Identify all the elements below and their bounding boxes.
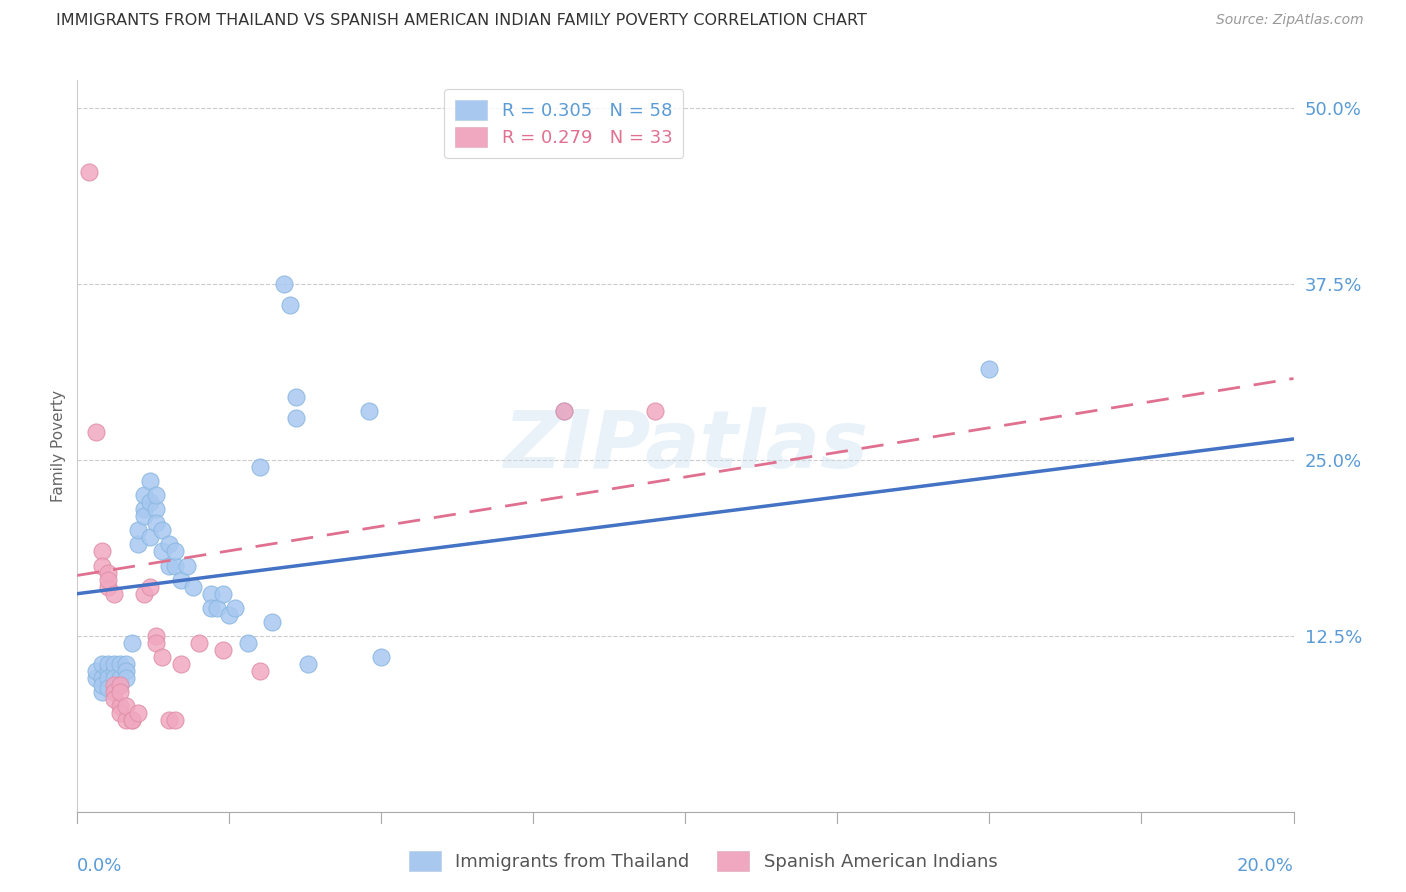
Point [115, 699, 138, 714]
Point [200, 587, 222, 601]
Point [127, 524, 149, 538]
Point [285, 390, 308, 404]
Point [108, 678, 131, 692]
Point [979, 361, 1001, 376]
Text: 20.0%: 20.0% [1237, 856, 1294, 875]
Legend: Immigrants from Thailand, Spanish American Indians: Immigrants from Thailand, Spanish Americ… [401, 844, 1005, 879]
Point [181, 580, 204, 594]
Point [249, 664, 271, 678]
Point [108, 671, 131, 685]
Point [97, 657, 120, 671]
Text: 0.0%: 0.0% [77, 856, 122, 875]
Point [249, 460, 271, 475]
Point [115, 671, 138, 685]
Point [212, 643, 235, 657]
Point [170, 573, 193, 587]
Point [108, 685, 131, 699]
Point [108, 706, 131, 721]
Point [145, 516, 167, 531]
Text: Source: ZipAtlas.com: Source: ZipAtlas.com [1216, 13, 1364, 28]
Point [212, 587, 235, 601]
Point [163, 558, 186, 573]
Point [103, 657, 125, 671]
Point [139, 495, 162, 509]
Point [115, 657, 138, 671]
Point [108, 699, 131, 714]
Point [236, 636, 259, 650]
Point [103, 692, 125, 706]
Point [103, 587, 125, 601]
Point [121, 636, 143, 650]
Point [121, 714, 143, 728]
Point [145, 502, 167, 516]
Point [115, 664, 138, 678]
Point [97, 681, 120, 695]
Point [170, 657, 193, 671]
Point [79, 165, 101, 179]
Point [152, 524, 174, 538]
Point [224, 600, 246, 615]
Point [152, 650, 174, 665]
Point [260, 615, 283, 629]
Point [90, 657, 112, 671]
Point [108, 678, 131, 692]
Point [200, 600, 222, 615]
Point [145, 636, 167, 650]
Point [103, 664, 125, 678]
Point [176, 558, 198, 573]
Point [139, 474, 162, 488]
Point [97, 664, 120, 678]
Point [103, 685, 125, 699]
Point [285, 410, 308, 425]
Point [134, 509, 156, 524]
Point [97, 580, 120, 594]
Point [644, 404, 666, 418]
Point [139, 580, 162, 594]
Point [90, 685, 112, 699]
Point [115, 714, 138, 728]
Point [139, 530, 162, 544]
Point [90, 544, 112, 558]
Point [278, 298, 301, 312]
Point [127, 706, 149, 721]
Point [553, 404, 575, 418]
Point [370, 650, 392, 665]
Point [134, 587, 156, 601]
Point [157, 537, 180, 551]
Point [97, 671, 120, 685]
Point [152, 544, 174, 558]
Point [90, 671, 112, 685]
Point [163, 714, 186, 728]
Point [157, 714, 180, 728]
Point [359, 404, 381, 418]
Point [90, 558, 112, 573]
Point [97, 566, 120, 580]
Point [84, 425, 107, 439]
Point [97, 573, 120, 587]
Point [205, 600, 228, 615]
Point [103, 678, 125, 692]
Point [273, 277, 295, 292]
Point [121, 714, 143, 728]
Point [145, 629, 167, 643]
Point [103, 671, 125, 685]
Point [157, 558, 180, 573]
Point [553, 404, 575, 418]
Legend: R = 0.305   N = 58, R = 0.279   N = 33: R = 0.305 N = 58, R = 0.279 N = 33 [444, 89, 683, 158]
Point [134, 488, 156, 502]
Point [297, 657, 319, 671]
Point [84, 664, 107, 678]
Point [163, 544, 186, 558]
Point [188, 636, 211, 650]
Point [145, 488, 167, 502]
Text: IMMIGRANTS FROM THAILAND VS SPANISH AMERICAN INDIAN FAMILY POVERTY CORRELATION C: IMMIGRANTS FROM THAILAND VS SPANISH AMER… [56, 13, 868, 29]
Point [90, 678, 112, 692]
Point [218, 607, 240, 622]
Y-axis label: Family Poverty: Family Poverty [51, 390, 66, 502]
Text: ZIPatlas: ZIPatlas [503, 407, 868, 485]
Point [84, 671, 107, 685]
Point [134, 502, 156, 516]
Point [127, 537, 149, 551]
Point [108, 657, 131, 671]
